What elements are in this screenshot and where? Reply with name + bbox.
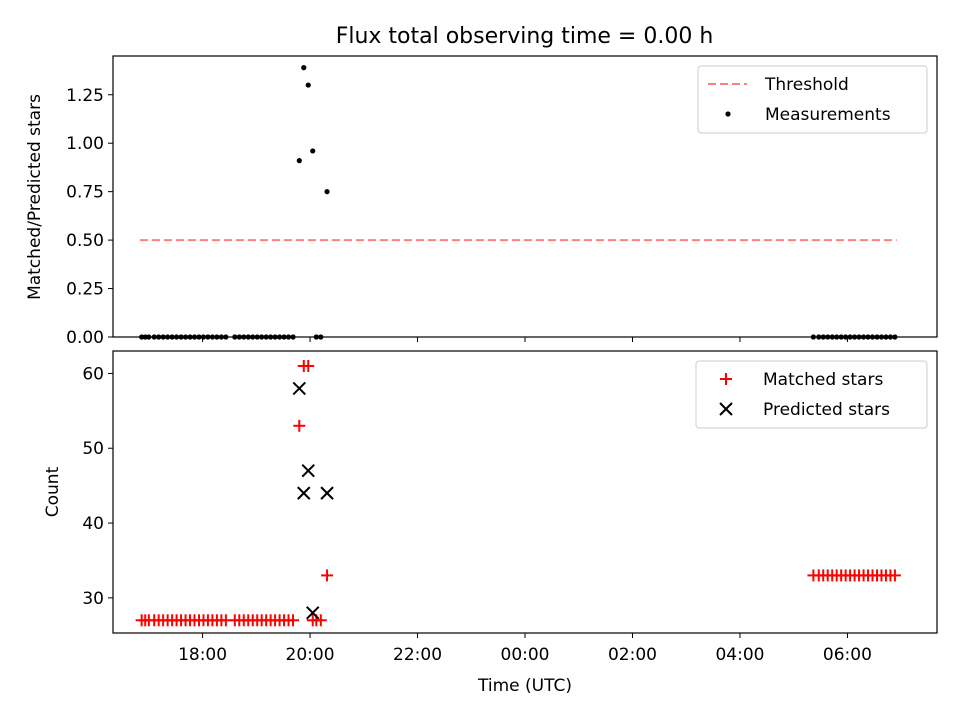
bottom-y-tick-label: 40: [82, 514, 104, 534]
bottom-y-tick-label: 30: [82, 589, 104, 609]
legend-measurements-label: Measurements: [765, 105, 891, 125]
legend-predicted-label: Predicted stars: [763, 400, 890, 420]
matched-star-point: [888, 569, 901, 582]
top-x-ticks: [202, 337, 848, 342]
matched-star-point: [287, 614, 300, 627]
predicted-star-point: [306, 606, 320, 620]
bottom-y-tick-label: 50: [82, 439, 104, 459]
predicted-star-point: [301, 463, 315, 478]
legend-measurements-swatch: [725, 111, 731, 117]
measurement-point: [296, 158, 302, 164]
legend-predicted-swatch: [719, 402, 733, 416]
bottom-legend-box: [695, 360, 928, 429]
top-y-axis-label: Matched/Predicted stars: [25, 94, 45, 300]
x-axis-label: Time (UTC): [477, 676, 572, 696]
matched-star-point: [314, 614, 327, 627]
top-y-tick-label: 0.00: [66, 328, 104, 348]
measurement-point: [310, 148, 316, 154]
chart-title: Flux total observing time = 0.00 h: [336, 24, 714, 49]
top-y-tick-label: 1.00: [66, 134, 104, 154]
measurement-point: [301, 65, 307, 71]
bottom-legend: Matched stars Predicted stars: [695, 360, 928, 429]
matched-star-point: [302, 359, 315, 372]
top-y-tick-label: 0.50: [66, 231, 104, 251]
measurement-point: [324, 189, 330, 195]
bottom-panel: 30 40 50 60 18:00 20:00 22:00 00:00 02:00 04:00 0…: [43, 350, 938, 696]
predicted-star-point: [297, 486, 311, 500]
top-y-tick-label: 0.25: [66, 280, 104, 300]
matched-star-point: [293, 419, 306, 432]
predicted-star-point: [320, 486, 334, 500]
legend-matched-swatch: [720, 373, 732, 385]
bottom-y-tick-label: 60: [82, 364, 104, 384]
bottom-points-layer: [135, 359, 901, 627]
top-y-tick-label: 1.25: [66, 86, 104, 106]
x-tick-label: 02:00: [608, 645, 657, 665]
legend-matched-label: Matched stars: [763, 370, 883, 390]
x-tick-label: 20:00: [286, 645, 335, 665]
measurement-point: [305, 82, 311, 88]
top-panel: 0.00 0.25 0.50 0.75 1.00 1.25 Matched/Predict…: [25, 55, 938, 348]
matched-star-point: [321, 569, 334, 582]
predicted-star-point: [292, 381, 307, 396]
top-legend: Threshold Measurements: [697, 65, 928, 134]
top-y-tick-label: 0.75: [66, 183, 104, 203]
x-tick-label: 04:00: [715, 645, 764, 665]
x-tick-label: 22:00: [393, 645, 442, 665]
top-legend-box: [697, 65, 928, 134]
x-tick-label: 06:00: [823, 645, 872, 665]
bottom-y-ticks: 30 40 50 60: [82, 364, 113, 609]
x-tick-label: 00:00: [501, 645, 550, 665]
legend-threshold-label: Threshold: [764, 75, 849, 95]
x-tick-label: 18:00: [178, 645, 227, 665]
bottom-y-axis-label: Count: [43, 466, 63, 517]
top-y-ticks: 0.00 0.25 0.50 0.75 1.00 1.25: [66, 86, 113, 348]
bottom-x-ticks: 18:00 20:00 22:00 00:00 02:00 04:00 06:00: [178, 633, 872, 665]
